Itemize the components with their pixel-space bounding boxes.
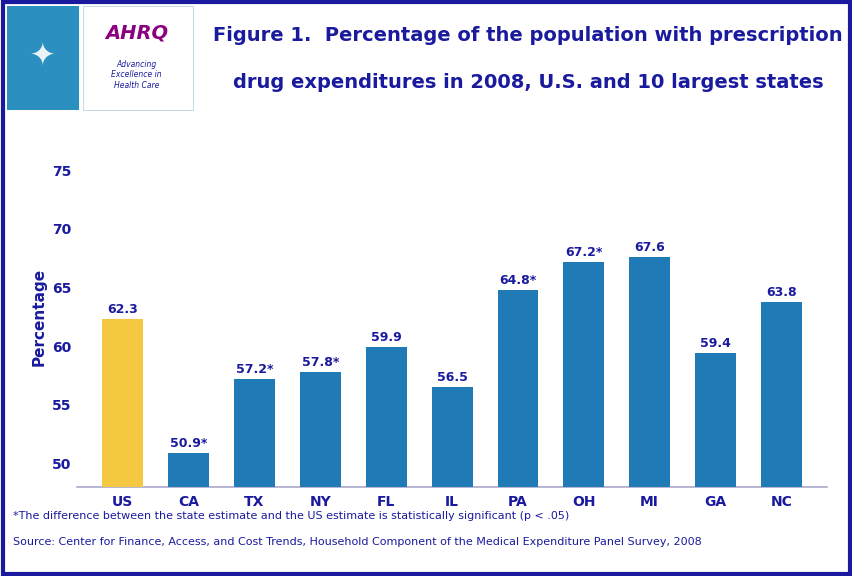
Bar — [366, 347, 406, 576]
Bar — [431, 387, 472, 576]
Text: Advancing
Excellence in
Health Care: Advancing Excellence in Health Care — [111, 60, 162, 90]
Bar — [233, 379, 274, 576]
Bar — [300, 372, 341, 576]
Text: 59.9: 59.9 — [371, 331, 401, 344]
Text: 63.8: 63.8 — [765, 286, 796, 298]
Bar — [629, 257, 670, 576]
Text: 62.3: 62.3 — [107, 303, 138, 316]
Text: 67.6: 67.6 — [634, 241, 665, 254]
Text: 64.8*: 64.8* — [498, 274, 536, 287]
Bar — [760, 302, 801, 576]
Text: Source: Center for Finance, Access, and Cost Trends, Household Component of the : Source: Center for Finance, Access, and … — [13, 537, 700, 547]
Bar — [497, 290, 538, 576]
Text: ✦: ✦ — [30, 41, 55, 70]
Text: 59.4: 59.4 — [699, 337, 730, 350]
Text: drug expenditures in 2008, U.S. and 10 largest states: drug expenditures in 2008, U.S. and 10 l… — [233, 73, 822, 92]
Bar — [562, 262, 603, 576]
Bar — [7, 6, 78, 109]
Y-axis label: Percentage: Percentage — [32, 268, 46, 366]
Bar — [83, 6, 193, 109]
Bar — [694, 353, 735, 576]
Text: *The difference between the state estimate and the US estimate is statistically : *The difference between the state estima… — [13, 511, 568, 521]
Text: 67.2*: 67.2* — [564, 246, 602, 259]
Text: 50.9*: 50.9* — [170, 437, 207, 450]
Text: 57.8*: 57.8* — [302, 356, 339, 369]
Text: 56.5: 56.5 — [436, 371, 467, 384]
Bar — [168, 453, 209, 576]
Text: Figure 1.  Percentage of the population with prescription: Figure 1. Percentage of the population w… — [213, 26, 842, 45]
Text: AHRQ: AHRQ — [105, 24, 168, 43]
Text: 57.2*: 57.2* — [235, 363, 273, 376]
Bar — [102, 319, 143, 576]
